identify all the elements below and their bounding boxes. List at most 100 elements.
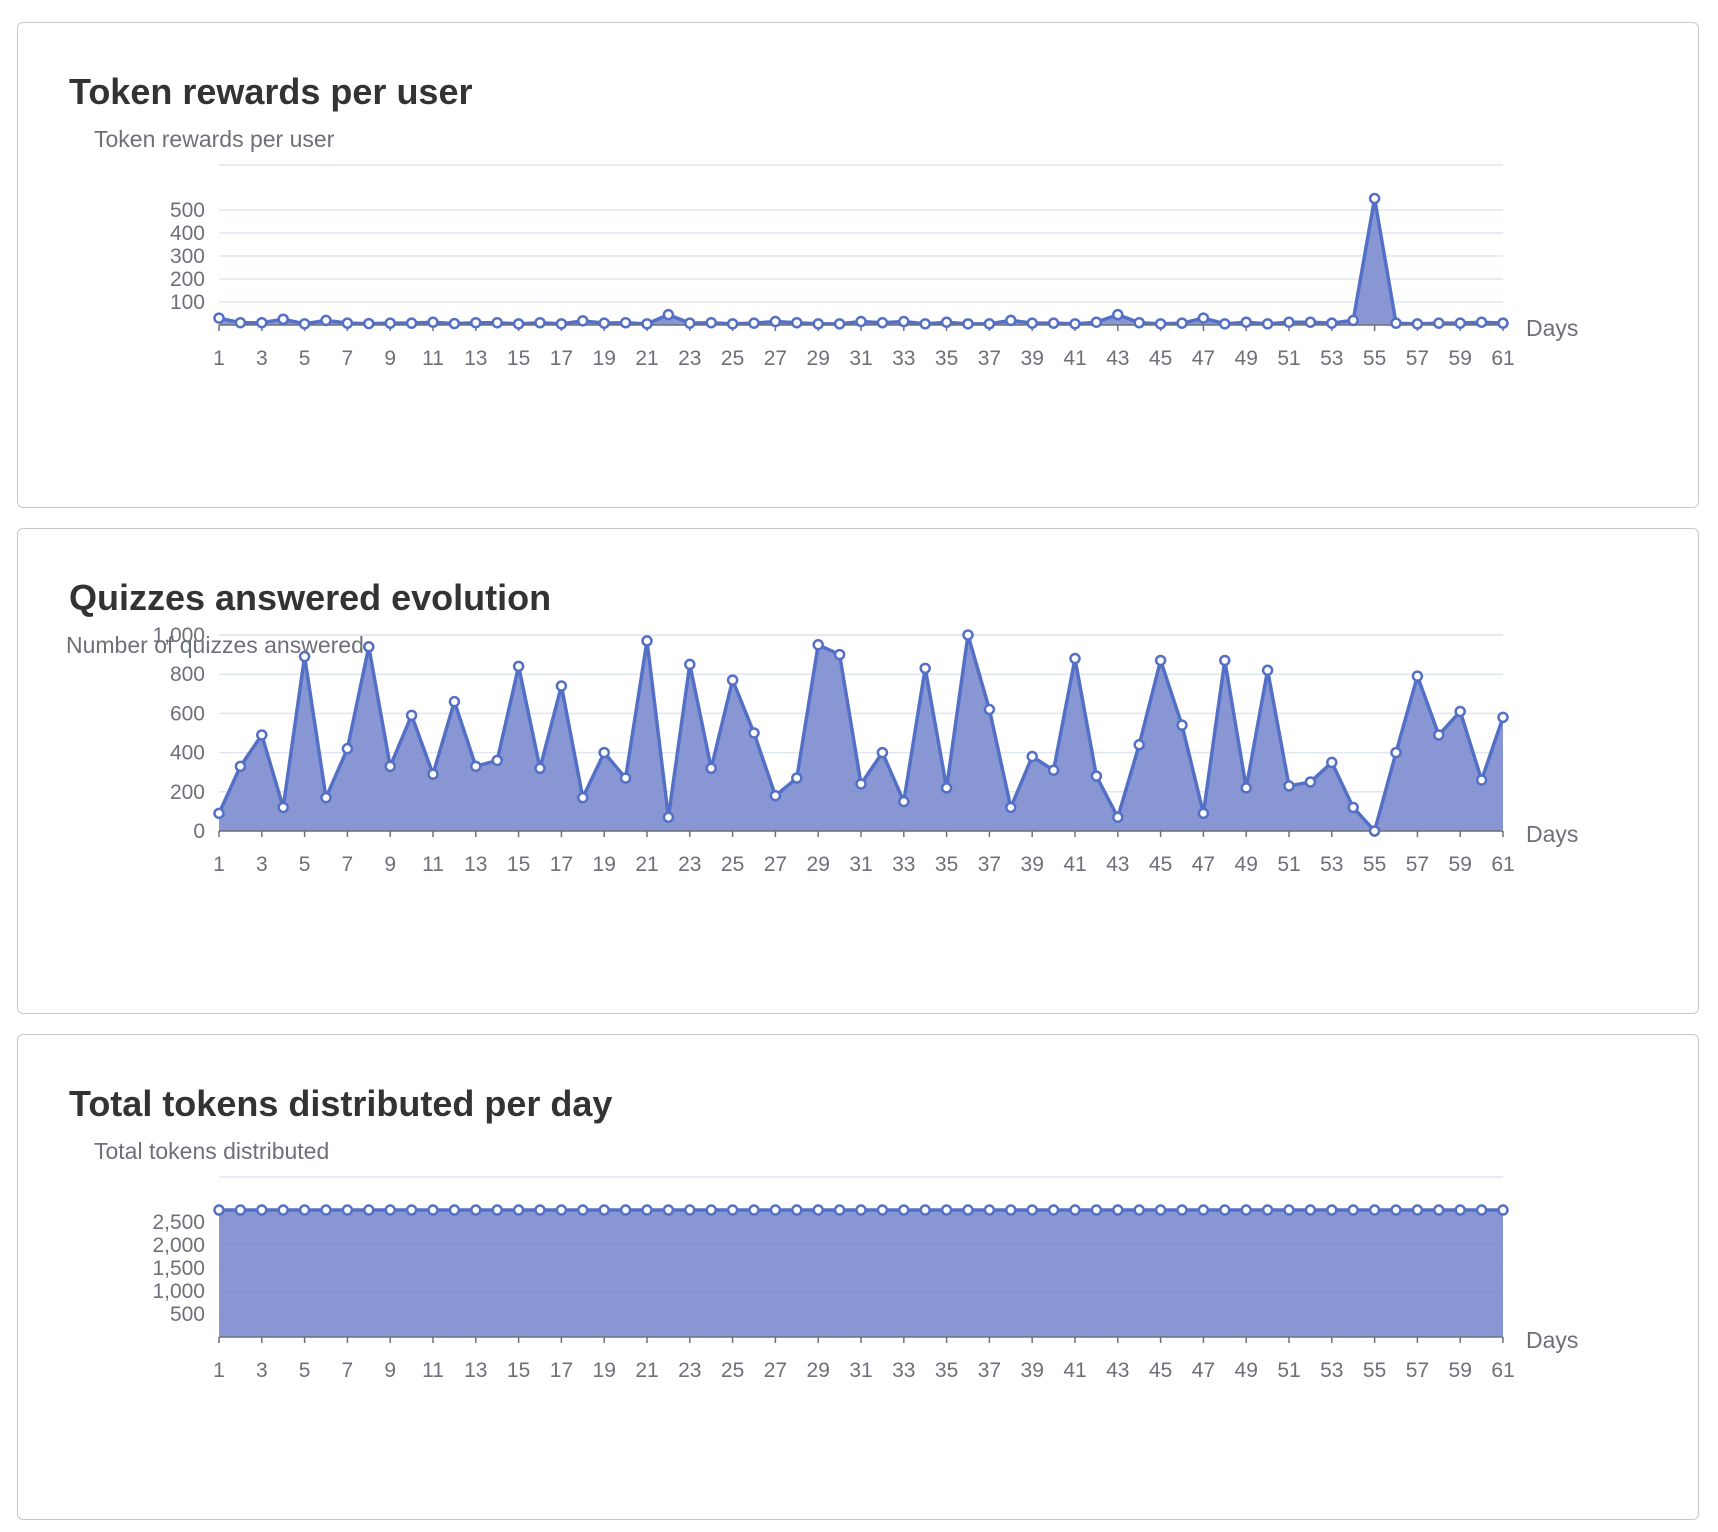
data-point[interactable] <box>1283 780 1295 792</box>
data-point[interactable] <box>876 1204 889 1216</box>
data-point[interactable] <box>641 635 653 647</box>
data-point[interactable] <box>791 1204 803 1216</box>
data-point[interactable] <box>1154 1204 1167 1216</box>
data-point[interactable] <box>1283 1204 1295 1216</box>
data-point[interactable] <box>256 729 268 741</box>
data-point[interactable] <box>598 746 610 759</box>
data-point[interactable] <box>791 772 803 784</box>
data-point[interactable] <box>1326 756 1338 769</box>
data-point[interactable] <box>983 1204 996 1216</box>
data-point[interactable] <box>555 318 568 330</box>
data-point[interactable] <box>384 1204 396 1216</box>
data-point[interactable] <box>1326 317 1338 329</box>
data-point[interactable] <box>619 772 632 784</box>
data-point[interactable] <box>427 768 439 780</box>
data-point[interactable] <box>662 308 675 321</box>
data-point[interactable] <box>1411 318 1424 330</box>
data-point[interactable] <box>833 648 846 661</box>
data-point[interactable] <box>1304 1204 1317 1216</box>
data-point[interactable] <box>748 1204 760 1216</box>
data-point[interactable] <box>512 1204 525 1216</box>
data-point[interactable] <box>962 1204 974 1216</box>
data-point[interactable] <box>512 318 525 330</box>
data-point[interactable] <box>363 317 375 330</box>
data-point[interactable] <box>940 782 953 794</box>
data-point[interactable] <box>684 317 696 329</box>
data-point[interactable] <box>555 1204 568 1216</box>
data-point[interactable] <box>1176 719 1188 731</box>
data-point[interactable] <box>405 709 418 722</box>
data-point[interactable] <box>983 703 996 716</box>
data-point[interactable] <box>898 795 910 808</box>
data-point[interactable] <box>962 629 974 641</box>
data-point[interactable] <box>234 760 247 773</box>
data-point[interactable] <box>341 742 354 755</box>
data-point[interactable] <box>213 807 225 820</box>
data-point[interactable] <box>1090 770 1103 782</box>
data-point[interactable] <box>1005 314 1017 327</box>
data-point[interactable] <box>1497 317 1509 329</box>
data-point[interactable] <box>726 674 739 686</box>
data-point[interactable] <box>341 1204 354 1216</box>
data-point[interactable] <box>1433 729 1445 741</box>
data-point[interactable] <box>1368 825 1381 837</box>
data-point[interactable] <box>1047 1204 1060 1216</box>
data-point[interactable] <box>448 695 461 708</box>
data-point[interactable] <box>213 312 225 324</box>
data-point[interactable] <box>1261 318 1274 330</box>
data-point[interactable] <box>1176 317 1188 329</box>
data-point[interactable] <box>448 1204 461 1216</box>
data-point[interactable] <box>919 1204 931 1216</box>
data-point[interactable] <box>748 727 760 739</box>
data-point[interactable] <box>855 315 867 328</box>
data-point[interactable] <box>298 318 311 330</box>
data-point[interactable] <box>1390 317 1402 329</box>
data-point[interactable] <box>470 316 482 329</box>
data-point[interactable] <box>1090 1204 1103 1216</box>
data-point[interactable] <box>277 313 289 325</box>
data-point[interactable] <box>1197 312 1210 324</box>
data-point[interactable] <box>1475 774 1488 786</box>
data-point[interactable] <box>898 1204 910 1216</box>
data-point[interactable] <box>577 791 589 804</box>
data-point[interactable] <box>1133 1204 1145 1216</box>
data-point[interactable] <box>1219 318 1231 330</box>
data-point[interactable] <box>598 317 610 329</box>
data-point[interactable] <box>448 317 461 330</box>
data-point[interactable] <box>1176 1204 1188 1216</box>
data-point[interactable] <box>662 811 675 824</box>
data-point[interactable] <box>534 762 546 775</box>
data-point[interactable] <box>298 650 311 663</box>
data-point[interactable] <box>512 660 525 673</box>
data-point[interactable] <box>1005 801 1017 814</box>
data-point[interactable] <box>983 318 996 330</box>
data-point[interactable] <box>919 662 931 675</box>
data-point[interactable] <box>405 1204 418 1216</box>
data-point[interactable] <box>1475 1204 1488 1216</box>
data-point[interactable] <box>1411 670 1424 682</box>
data-point[interactable] <box>1390 746 1402 759</box>
data-point[interactable] <box>962 318 974 330</box>
data-point[interactable] <box>855 778 867 790</box>
data-point[interactable] <box>1026 1204 1038 1216</box>
data-point[interactable] <box>341 317 354 329</box>
data-point[interactable] <box>1112 811 1124 824</box>
data-point[interactable] <box>1026 750 1038 763</box>
data-point[interactable] <box>534 316 546 329</box>
data-point[interactable] <box>1240 782 1252 794</box>
data-point[interactable] <box>726 318 739 330</box>
data-point[interactable] <box>1133 316 1145 329</box>
data-point[interactable] <box>277 801 289 814</box>
data-point[interactable] <box>384 317 396 329</box>
data-point[interactable] <box>898 315 910 328</box>
data-point[interactable] <box>320 791 332 804</box>
data-point[interactable] <box>1347 801 1359 814</box>
data-point[interactable] <box>1240 1204 1252 1216</box>
data-point[interactable] <box>577 315 589 327</box>
data-point[interactable] <box>491 1204 503 1216</box>
data-point[interactable] <box>534 1204 546 1216</box>
data-point[interactable] <box>1283 316 1295 328</box>
data-point[interactable] <box>1347 314 1359 327</box>
data-point[interactable] <box>812 318 824 330</box>
data-point[interactable] <box>791 316 803 329</box>
